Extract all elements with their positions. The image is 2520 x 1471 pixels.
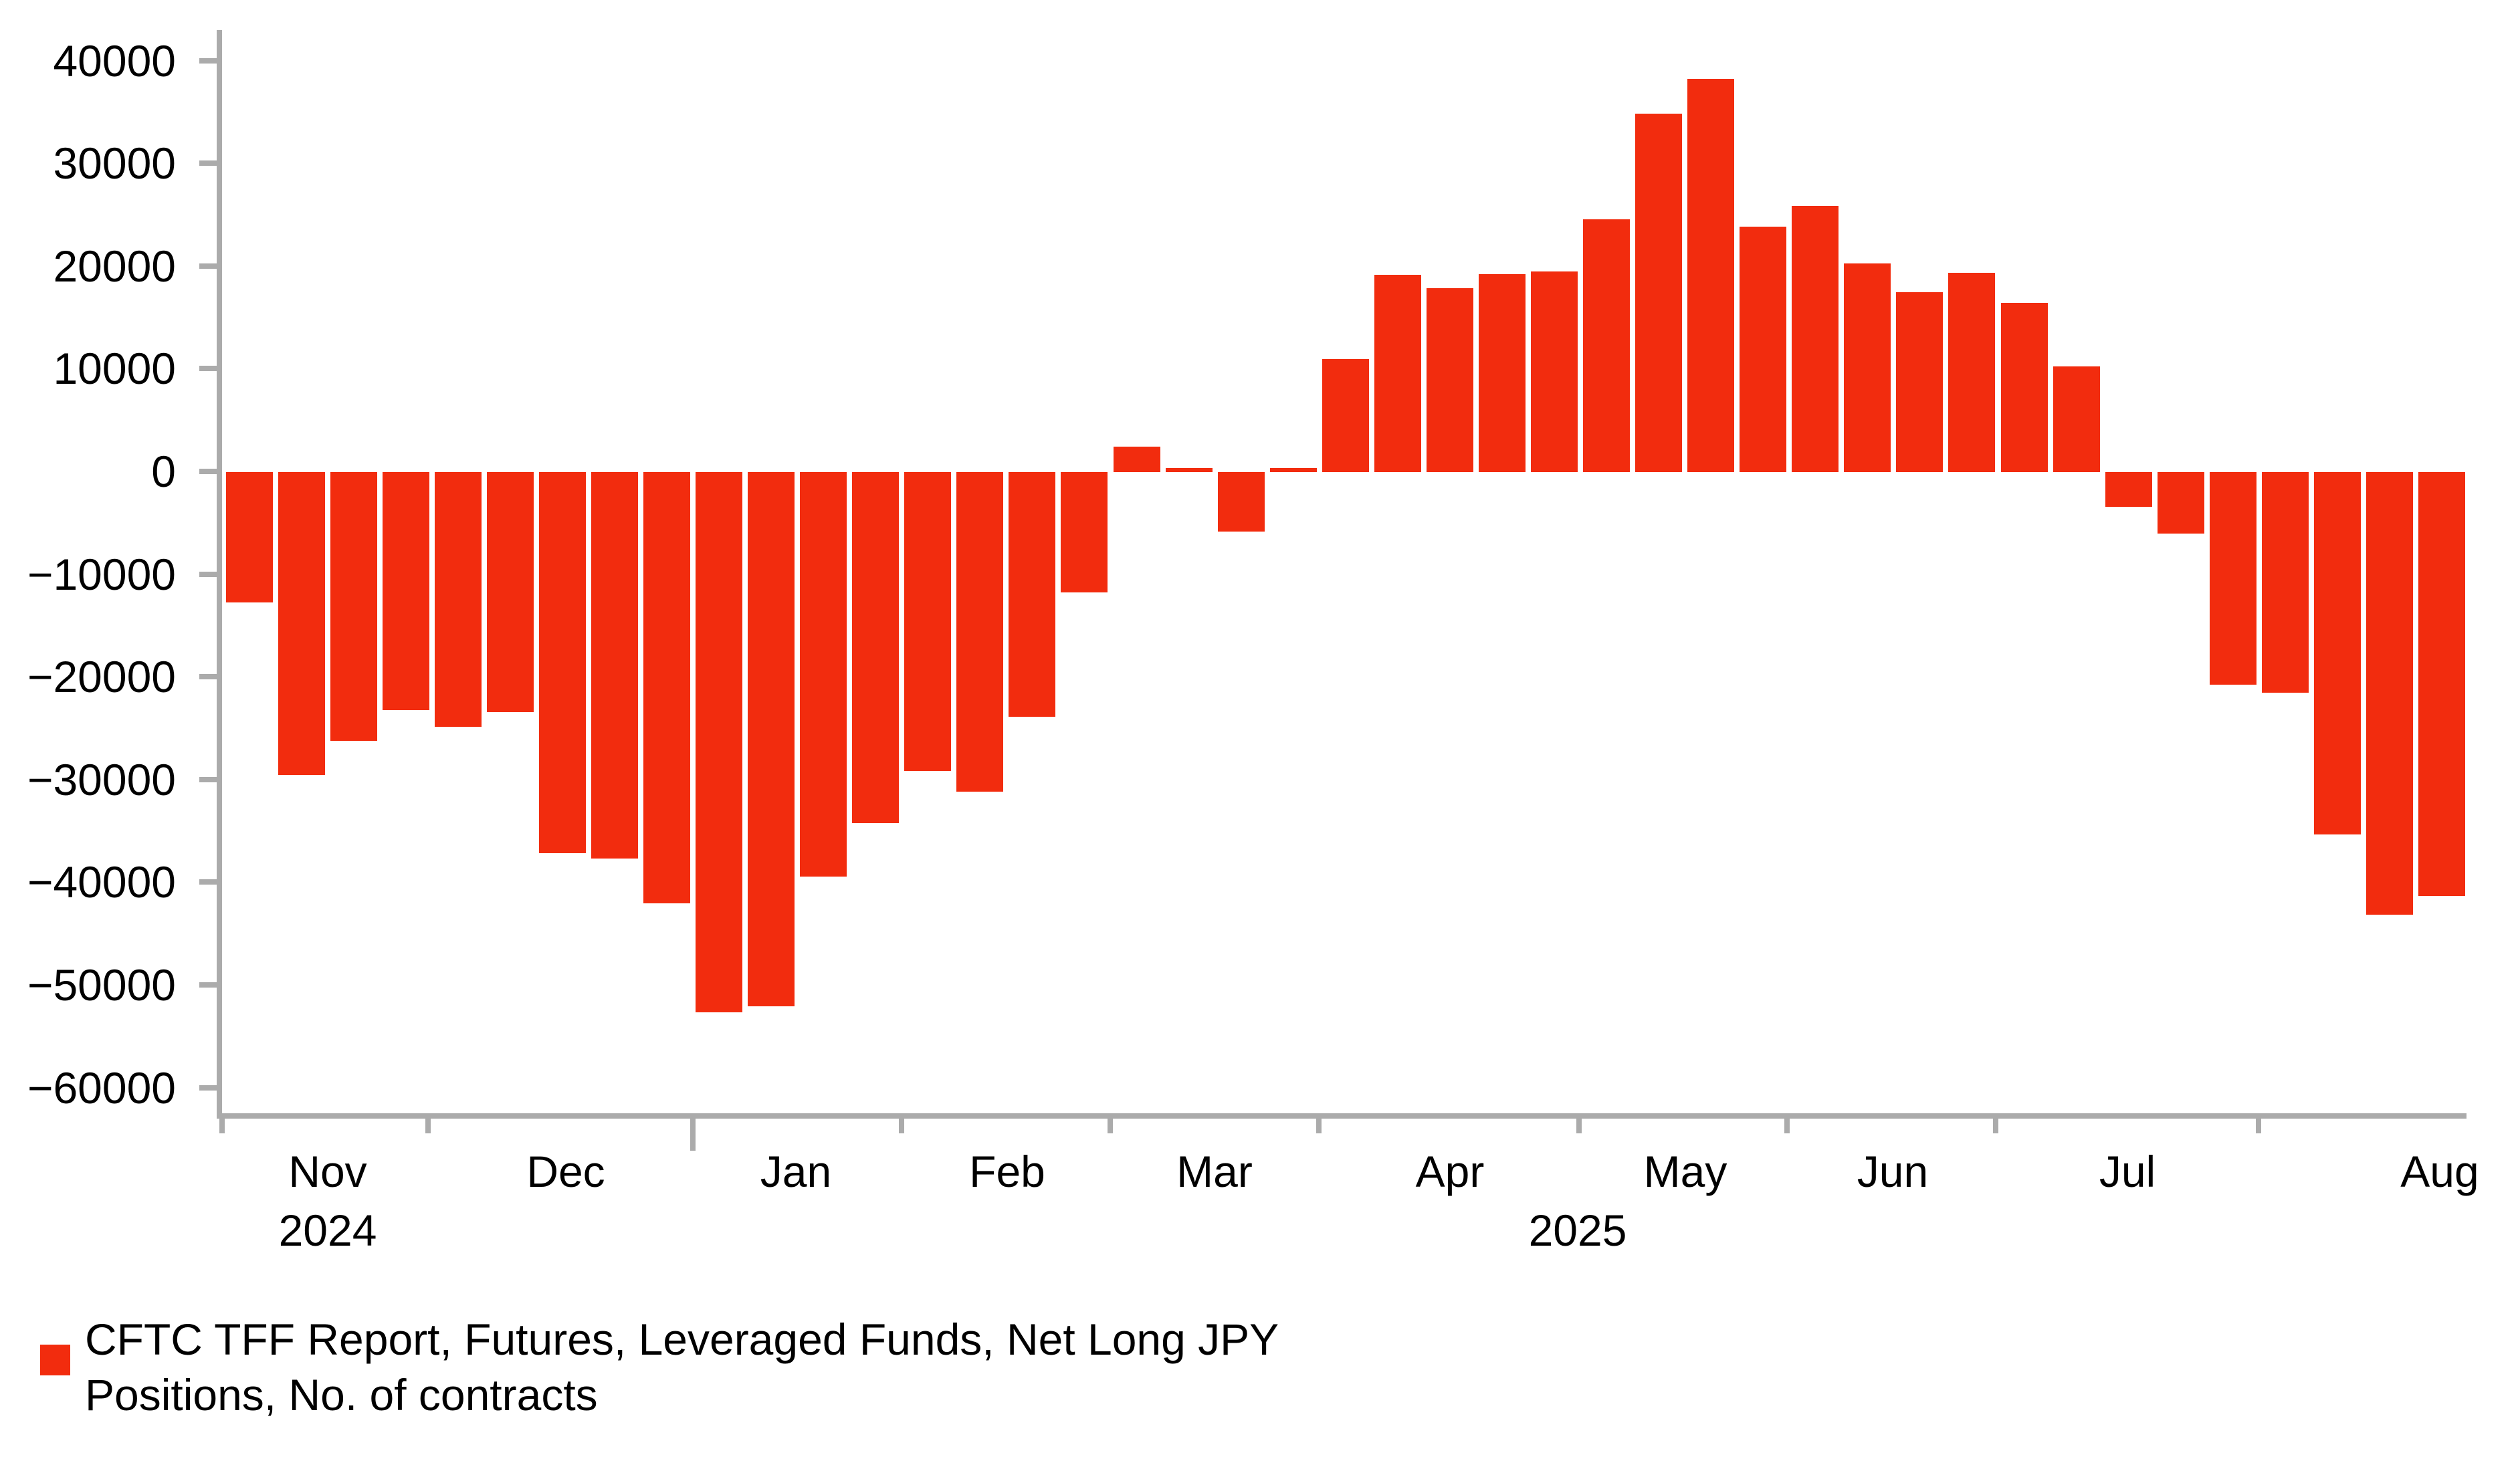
y-tick-label: −20000 [27, 652, 176, 702]
bar [1114, 447, 1160, 472]
bar [278, 472, 325, 775]
y-tick [199, 1085, 217, 1091]
bar [1270, 468, 1317, 472]
y-tick-label: −10000 [27, 549, 176, 599]
y-tick-label: −30000 [27, 754, 176, 804]
bar [1061, 472, 1108, 592]
y-tick-label: 20000 [53, 241, 176, 291]
bar [330, 472, 377, 741]
bar [1583, 219, 1630, 472]
y-tick [199, 674, 217, 680]
legend-label: CFTC TFF Report, Futures, Leveraged Fund… [85, 1312, 1356, 1423]
bar [2053, 366, 2100, 472]
bar [2262, 472, 2309, 693]
bar [226, 472, 273, 602]
x-axis-line [217, 1113, 2466, 1119]
x-month-label-jun: Jun [1857, 1147, 1929, 1196]
x-tick-month [219, 1119, 225, 1133]
bar [1531, 271, 1578, 472]
bar [643, 472, 690, 903]
x-month-label-apr: Apr [1415, 1147, 1485, 1196]
x-tick-month [899, 1119, 904, 1133]
bar [487, 472, 534, 712]
legend-swatch [40, 1345, 70, 1375]
bar [2105, 472, 2152, 507]
legend-label-line1: CFTC TFF Report, Futures, Leveraged Fund… [85, 1315, 1279, 1364]
bar [1479, 274, 1526, 472]
y-tick [199, 366, 217, 372]
bar [1844, 263, 1891, 472]
x-tick-month [1993, 1119, 1998, 1133]
bar [1740, 227, 1786, 472]
x-month-label-jul: Jul [2099, 1147, 2156, 1196]
x-tick-year [690, 1119, 696, 1151]
bar [1166, 468, 1213, 472]
y-tick [199, 571, 217, 577]
y-tick-label: 10000 [53, 344, 176, 394]
y-tick [199, 263, 217, 269]
bar [591, 472, 638, 859]
y-tick-label: 40000 [53, 35, 176, 86]
bar [904, 472, 951, 771]
bar [2418, 472, 2465, 896]
x-month-label-mar: Mar [1176, 1147, 1253, 1196]
y-tick [199, 160, 217, 166]
bar [1896, 292, 1943, 472]
bar [539, 472, 586, 853]
y-tick [199, 982, 217, 988]
bar [1218, 472, 1265, 532]
bar [1374, 275, 1421, 472]
y-tick [199, 469, 217, 474]
bar [1322, 359, 1369, 472]
bar [748, 472, 795, 1006]
legend-label-line2: Positions, No. of contracts [85, 1370, 598, 1420]
bar [435, 472, 482, 727]
bar [2210, 472, 2256, 685]
bar [1792, 206, 1839, 472]
bar [800, 472, 847, 877]
bar [1009, 472, 1055, 717]
x-tick-month [1784, 1119, 1790, 1133]
y-tick-label: 30000 [53, 138, 176, 189]
y-tick [199, 58, 217, 64]
x-month-label-may: May [1643, 1147, 1727, 1196]
bar [1427, 288, 1473, 472]
bar [2314, 472, 2361, 834]
x-month-label-nov: Nov [288, 1147, 367, 1196]
x-tick-month [425, 1119, 431, 1133]
y-axis-line [217, 30, 222, 1119]
x-month-label-feb: Feb [969, 1147, 1045, 1196]
bar [1635, 114, 1682, 472]
bar [383, 472, 429, 710]
y-tick-label: −40000 [27, 857, 176, 907]
x-tick-month [1108, 1119, 1113, 1133]
x-month-label-aug: Aug [2400, 1147, 2479, 1196]
y-tick-label: −50000 [27, 960, 176, 1010]
y-tick [199, 879, 217, 885]
x-month-label-jan: Jan [760, 1147, 832, 1196]
bar [1948, 273, 1995, 472]
x-year-label-2024: 2024 [278, 1206, 377, 1255]
y-tick-label: 0 [151, 447, 176, 496]
bar [1687, 79, 1734, 472]
bar [2001, 303, 2048, 472]
y-tick-label: −60000 [27, 1062, 176, 1113]
bar [852, 472, 899, 823]
x-tick-month [2256, 1119, 2261, 1133]
bar [2158, 472, 2204, 534]
x-tick-month [1316, 1119, 1322, 1133]
x-tick-month [1576, 1119, 1582, 1133]
bar [696, 472, 742, 1012]
y-tick [199, 776, 217, 782]
x-year-label-2025: 2025 [1528, 1206, 1627, 1255]
bar [2366, 472, 2413, 915]
bar [956, 472, 1003, 792]
x-month-label-dec: Dec [526, 1147, 605, 1196]
